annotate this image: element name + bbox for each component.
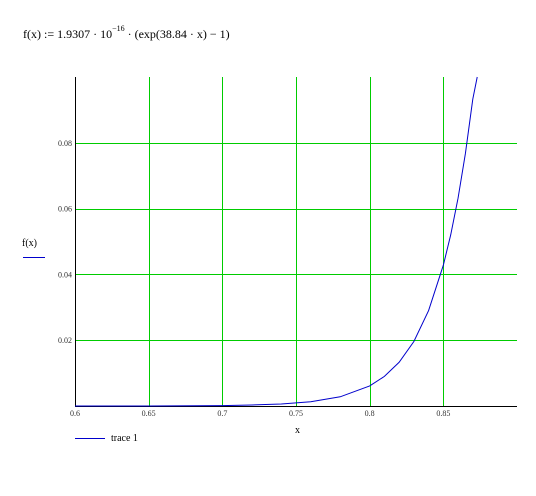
formula-suffix: · (exp(38.84 · x) − 1) — [124, 27, 230, 41]
x-tick-label: 0.7 — [217, 409, 227, 418]
formula-exponent: −16 — [112, 24, 125, 33]
y-tick-label: 0.08 — [58, 139, 72, 148]
y-axis-label: f(x) — [22, 238, 37, 249]
x-tick-label: 0.6 — [70, 409, 80, 418]
x-tick-label: 0.75 — [289, 409, 303, 418]
legend: trace 1 — [75, 433, 138, 444]
x-tick-label: 0.85 — [436, 409, 450, 418]
legend-label: trace 1 — [111, 433, 138, 444]
x-tick-label: 0.8 — [365, 409, 375, 418]
y-axis-label-line — [23, 257, 45, 258]
y-tick-label: 0.04 — [58, 270, 72, 279]
formula-prefix: f(x) := 1.9307 · 10 — [23, 27, 113, 41]
x-tick-label: 0.65 — [142, 409, 156, 418]
series-line — [75, 76, 478, 407]
y-tick-label: 0.06 — [58, 205, 72, 214]
legend-swatch — [75, 438, 105, 439]
function-definition: f(x) := 1.9307 · 10−16 · (exp(38.84 · x)… — [23, 24, 230, 42]
x-axis-label: x — [295, 425, 300, 436]
y-tick-label: 0.02 — [58, 336, 72, 345]
